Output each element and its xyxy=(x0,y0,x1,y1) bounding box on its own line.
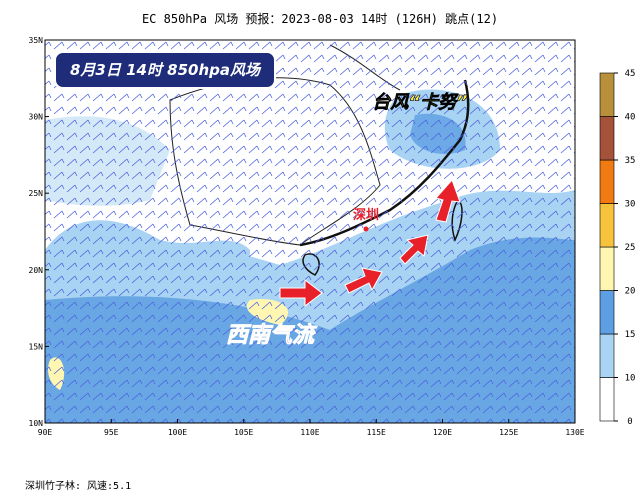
y-tick-label: 30N xyxy=(29,113,44,122)
flow-label: 西南气流 xyxy=(226,323,318,348)
colorbar-segment xyxy=(599,159,615,204)
y-tick-label: 20N xyxy=(29,266,44,275)
colorbar-tick-label: 25 xyxy=(625,243,636,253)
footer: 深圳竹子林: 风速:5.1 xyxy=(25,479,131,492)
colorbar-segment xyxy=(599,203,615,248)
x-tick-label: 105E xyxy=(234,428,253,437)
x-tick-label: 100E xyxy=(168,428,187,437)
colorbar: 0 10 15 20 25 30 35 40 45 xyxy=(599,69,636,427)
colorbar-segment xyxy=(599,377,615,422)
y-tick-label: 10N xyxy=(29,419,44,428)
colorbar-segment xyxy=(599,290,615,335)
city-marker xyxy=(363,226,369,232)
colorbar-tick-label: 15 xyxy=(625,330,636,340)
banner-box xyxy=(54,51,276,89)
colorbar-tick-label: 10 xyxy=(625,374,636,384)
map-area xyxy=(45,40,575,423)
map-title: EC 850hPa 风场 预报：2023-08-03 14时 (126H) 跳点… xyxy=(142,11,498,26)
x-tick-label: 125E xyxy=(499,428,518,437)
colorbar-tick-label: 40 xyxy=(625,113,636,123)
city-label: 深圳 xyxy=(353,207,379,223)
axis-ticks: 90E 95E 100E 105E 110E 115E 120E 125E 130E 10N 15N… xyxy=(29,36,585,437)
colorbar-segment xyxy=(599,246,615,291)
x-tick-label: 115E xyxy=(367,428,386,437)
x-tick-label: 110E xyxy=(300,428,319,437)
colorbar-tick-label: 45 xyxy=(625,69,636,79)
colorbar-tick-label: 35 xyxy=(625,156,636,166)
y-tick-label: 25N xyxy=(29,189,44,198)
colorbar-tick-label: 30 xyxy=(625,200,636,210)
colorbar-segment xyxy=(599,72,615,117)
y-tick-label: 15N xyxy=(29,342,44,351)
colorbar-tick-label: 20 xyxy=(625,287,636,297)
banner-text: 8月3日 14时 850hpa风场 xyxy=(70,61,262,79)
typhoon-label: 台风“卡努” xyxy=(372,92,468,113)
x-tick-label: 95E xyxy=(104,428,119,437)
colorbar-tick-label: 0 xyxy=(627,417,632,427)
y-tick-label: 35N xyxy=(29,36,44,45)
x-tick-label: 120E xyxy=(433,428,452,437)
x-tick-label: 90E xyxy=(38,428,53,437)
colorbar-segment xyxy=(599,333,615,378)
colorbar-segment xyxy=(599,116,615,161)
x-tick-label: 130E xyxy=(565,428,584,437)
